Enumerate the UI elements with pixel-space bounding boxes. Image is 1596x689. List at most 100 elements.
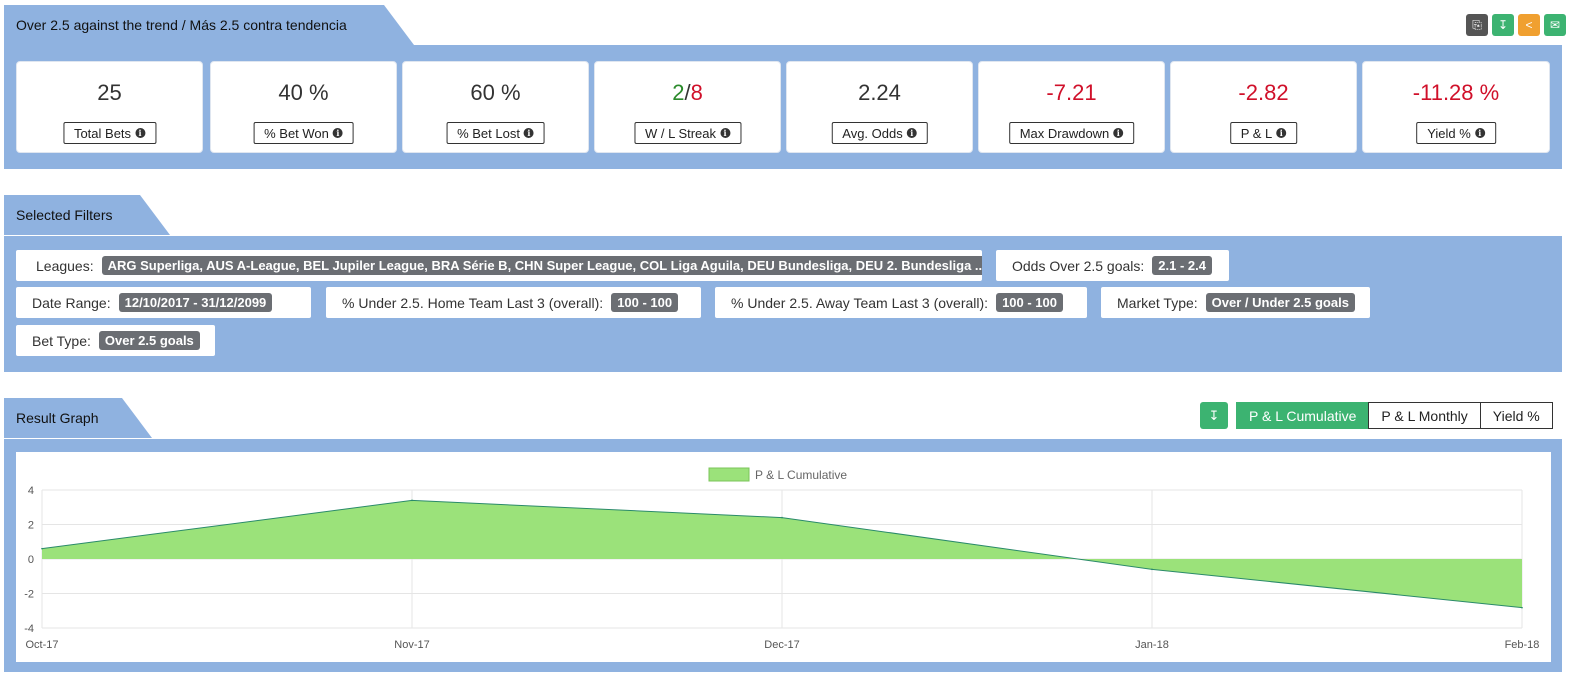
- win-streak: 2: [672, 80, 685, 105]
- stat-value: 60 %: [470, 80, 521, 105]
- stats-panel: 25 Total Bets i 40 % % Bet Won i 60 % % Be…: [4, 45, 1562, 169]
- info-icon: i: [135, 128, 146, 138]
- filter-label: % Under 2.5. Home Team Last 3 (overall):: [342, 294, 604, 311]
- filters-panel: Leagues: ARG Superliga, AUS A-League, BE…: [4, 236, 1562, 372]
- x-tick-label: Feb-18: [1505, 639, 1540, 651]
- loss-streak: 8: [690, 80, 703, 105]
- stat-label-button[interactable]: Yield % i: [1416, 122, 1496, 144]
- info-icon: i: [332, 128, 343, 138]
- y-tick-label: -2: [24, 589, 34, 601]
- x-tick-label: Dec-17: [764, 639, 799, 651]
- streak-separator: /: [684, 80, 691, 105]
- data-point: [41, 547, 43, 550]
- filter-date-range: Date Range: 12/10/2017 - 31/12/2099: [16, 287, 311, 318]
- stat-label: % Bet Won: [264, 125, 329, 141]
- stat-bet-won: 40 % % Bet Won i: [210, 61, 397, 153]
- filter-market-type: Market Type: Over / Under 2.5 goals: [1101, 287, 1370, 318]
- stat-label: Yield %: [1427, 125, 1471, 141]
- tab-pl-monthly[interactable]: P & L Monthly: [1368, 402, 1481, 429]
- report-actions: ⎘ ↧ < ✉: [1466, 14, 1566, 36]
- filter-value-badge: 2.1 - 2.4: [1152, 256, 1212, 275]
- stat-label-button[interactable]: % Bet Lost i: [446, 122, 545, 144]
- filter-leagues: Leagues: ARG Superliga, AUS A-League, BE…: [16, 250, 982, 281]
- info-icon: i: [523, 128, 534, 138]
- info-icon: i: [1113, 128, 1124, 138]
- legend-swatch: [708, 467, 750, 482]
- stat-wl-streak: 2/8 W / L Streak i: [594, 61, 781, 153]
- filter-bet-type: Bet Type: Over 2.5 goals: [16, 325, 215, 356]
- data-point: [1521, 606, 1523, 609]
- info-icon: i: [1474, 128, 1485, 138]
- stat-value: -7.21: [1046, 80, 1097, 105]
- x-tick-label: Oct-17: [25, 639, 58, 651]
- filter-under-home: % Under 2.5. Home Team Last 3 (overall):…: [326, 287, 701, 318]
- stat-label-button[interactable]: Max Drawdown i: [1008, 122, 1135, 144]
- data-point: [411, 499, 413, 502]
- stat-label: Total Bets: [73, 125, 132, 141]
- y-tick-label: -4: [24, 623, 34, 635]
- stat-value: -11.28 %: [1412, 80, 1500, 105]
- pl-cumulative-chart: 4 2 0 -2 -4 Oct-17 Nov-17 Dec-17 Jan-18 Feb-18 P &…: [24, 467, 1540, 651]
- filter-value-badge: 12/10/2017 - 31/12/2099: [118, 293, 273, 312]
- stat-label-button[interactable]: W / L Streak i: [633, 122, 742, 144]
- y-tick-label: 2: [28, 520, 34, 532]
- stat-label: Max Drawdown: [1019, 125, 1110, 141]
- download-icon[interactable]: ↧: [1492, 14, 1514, 36]
- data-point: [1151, 568, 1153, 571]
- tab-pl-cumulative[interactable]: P & L Cumulative: [1236, 402, 1370, 429]
- filter-label: Bet Type:: [32, 332, 91, 349]
- stat-total-bets: 25 Total Bets i: [16, 61, 203, 153]
- report-title: Over 2.5 against the trend / Más 2.5 con…: [16, 17, 347, 33]
- stat-value: 2.24: [858, 80, 901, 105]
- info-icon: i: [720, 128, 731, 138]
- stat-label-button[interactable]: Total Bets i: [62, 122, 157, 144]
- filters-title: Selected Filters: [16, 207, 113, 223]
- filter-value-badge: 100 - 100: [996, 293, 1063, 312]
- legend-label: P & L Cumulative: [755, 468, 847, 482]
- stat-avg-odds: 2.24 Avg. Odds i: [786, 61, 973, 153]
- filter-value-badge: 100 - 100: [611, 293, 679, 312]
- report-title-tab: Over 2.5 against the trend / Más 2.5 con…: [4, 5, 414, 45]
- filter-label: % Under 2.5. Away Team Last 3 (overall):: [731, 294, 989, 311]
- filter-value-badge: Over 2.5 goals: [98, 331, 200, 350]
- chart-download-button[interactable]: ↧: [1200, 402, 1228, 429]
- stat-label-button[interactable]: % Bet Won i: [253, 122, 354, 144]
- stat-bet-lost: 60 % % Bet Lost i: [402, 61, 589, 153]
- filters-title-tab: Selected Filters: [4, 195, 170, 235]
- filter-label: Leagues:: [36, 257, 94, 274]
- filter-under-away: % Under 2.5. Away Team Last 3 (overall):…: [715, 287, 1087, 318]
- stat-label: Avg. Odds: [842, 125, 903, 141]
- share-icon[interactable]: <: [1518, 14, 1540, 36]
- x-tick-label: Jan-18: [1135, 639, 1169, 651]
- info-icon: i: [1276, 128, 1287, 138]
- y-tick-label: 4: [28, 485, 34, 497]
- stat-label: P & L: [1240, 125, 1273, 141]
- x-tick-label: Nov-17: [394, 639, 429, 651]
- stat-value: -2.82: [1238, 80, 1289, 105]
- filter-value-badge: ARG Superliga, AUS A-League, BEL Jupiler…: [101, 256, 982, 275]
- filter-label: Odds Over 2.5 goals:: [1012, 257, 1145, 274]
- series-area: [42, 500, 1522, 608]
- filter-odds-over: Odds Over 2.5 goals: 2.1 - 2.4: [996, 250, 1229, 281]
- info-icon: i: [906, 128, 917, 138]
- tab-yield[interactable]: Yield %: [1479, 402, 1553, 429]
- stat-max-drawdown: -7.21 Max Drawdown i: [978, 61, 1165, 153]
- chart-container: 4 2 0 -2 -4 Oct-17 Nov-17 Dec-17 Jan-18 Feb-18 P &…: [16, 452, 1551, 662]
- y-tick-label: 0: [28, 554, 34, 566]
- graph-tabs: P & L Cumulative P & L Monthly Yield %: [1236, 402, 1553, 429]
- stat-value: 2/8: [595, 80, 780, 106]
- data-point: [781, 516, 783, 519]
- stat-label: W / L Streak: [644, 125, 717, 141]
- stat-label: % Bet Lost: [457, 125, 520, 141]
- email-icon[interactable]: ✉: [1544, 14, 1566, 36]
- graph-title: Result Graph: [16, 410, 99, 426]
- copy-icon[interactable]: ⎘: [1466, 14, 1488, 36]
- stat-yield: -11.28 % Yield % i: [1362, 61, 1550, 153]
- stat-value: 40 %: [278, 80, 329, 105]
- filter-label: Date Range:: [32, 294, 111, 311]
- filter-label: Market Type:: [1117, 294, 1198, 311]
- stat-label-button[interactable]: Avg. Odds i: [831, 122, 928, 144]
- graph-title-tab: Result Graph: [4, 398, 152, 438]
